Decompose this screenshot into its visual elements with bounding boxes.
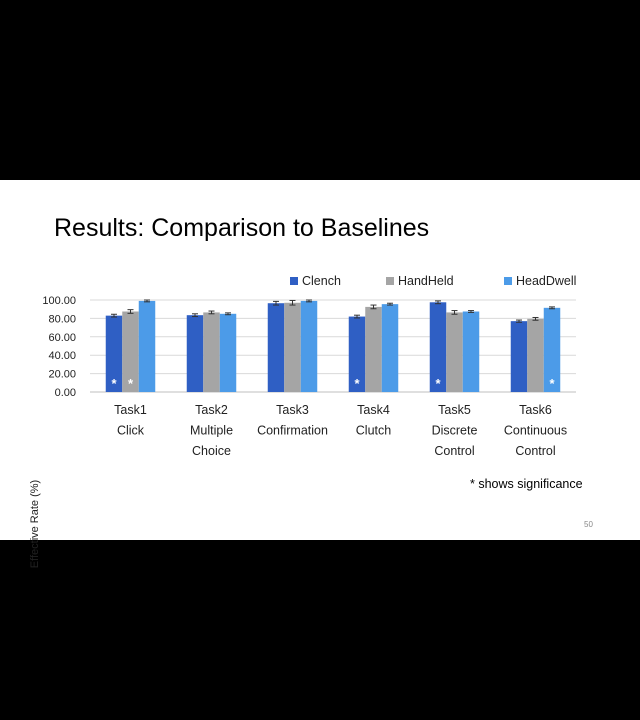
x-category-label: Confirmation (257, 424, 328, 438)
bar-clench (267, 303, 285, 392)
bar-handheld (203, 312, 220, 392)
x-category-label: Task2 (195, 403, 228, 417)
bar-headdwell (462, 311, 480, 392)
legend-label: Clench (302, 274, 341, 288)
significance-marker: * (128, 376, 134, 391)
y-tick-label: 80.00 (48, 313, 76, 325)
x-category-label: Control (515, 444, 555, 458)
x-category-label: Task3 (276, 403, 309, 417)
bar-handheld (527, 318, 544, 392)
chart-grid (90, 299, 576, 393)
bar-clench (186, 315, 204, 392)
y-tick-label: 60.00 (48, 332, 76, 344)
bar-handheld (365, 306, 382, 392)
x-category-label: Discrete (432, 424, 478, 438)
legend-item-clench: Clench (290, 274, 341, 288)
slide: Results: Comparison to Baselines Clench … (0, 180, 640, 568)
y-tick-label: 20.00 (48, 369, 76, 381)
legend-swatch-handheld (386, 277, 394, 285)
x-category-label: Continuous (504, 424, 567, 438)
y-tick-label: 0.00 (55, 387, 76, 399)
legend-label: HeadDwell (516, 274, 577, 288)
y-tick-label: 40.00 (48, 350, 76, 362)
significance-note: * shows significance (470, 477, 583, 491)
slide-title: Results: Comparison to Baselines (54, 214, 430, 242)
legend-item-headdwell: HeadDwell (504, 274, 576, 288)
bar-headdwell (543, 307, 561, 392)
significance-marker: * (435, 376, 441, 391)
significance-marker: * (354, 376, 360, 391)
significance-marker: * (549, 376, 555, 391)
bar-chart: * * * * * 0.00 20.00 40.00 60.00 80.00 100.00 Tas… (42, 295, 576, 458)
legend-item-handheld: HandHeld (386, 274, 454, 288)
x-axis-categories: Task1 Click Task2 Multiple Choice Task3 Confir… (114, 403, 567, 458)
bar-clench (348, 316, 366, 392)
y-tick-label: 100.00 (42, 295, 76, 307)
x-category-label: Choice (192, 444, 231, 458)
x-category-label: Control (434, 444, 474, 458)
legend-label: HandHeld (398, 274, 454, 288)
bar-clench (105, 315, 123, 392)
y-axis-ticks: 0.00 20.00 40.00 60.00 80.00 100.00 (42, 295, 76, 399)
x-category-label: Task4 (357, 403, 390, 417)
x-category-label: Multiple (190, 424, 233, 438)
page-number: 50 (584, 520, 593, 529)
bar-clench (510, 321, 528, 392)
bar-headdwell (300, 300, 318, 392)
x-category-label: Clutch (356, 424, 391, 438)
bar-handheld (122, 311, 139, 392)
bar-handheld (446, 312, 463, 392)
bar-handheld (284, 302, 301, 392)
x-category-label: Task1 (114, 403, 147, 417)
significance-marker: * (111, 376, 117, 391)
chart-bars: * * * * * (105, 299, 561, 392)
bar-clench (429, 302, 447, 392)
legend-swatch-clench (290, 277, 298, 285)
x-category-label: Task5 (438, 403, 471, 417)
bar-headdwell (219, 313, 237, 392)
legend-swatch-headdwell (504, 277, 512, 285)
y-axis-label: Effective Rate (%) (29, 479, 41, 569)
bar-headdwell (381, 304, 399, 392)
x-category-label: Click (117, 424, 145, 438)
bar-headdwell (138, 300, 156, 392)
x-category-label: Task6 (519, 403, 552, 417)
